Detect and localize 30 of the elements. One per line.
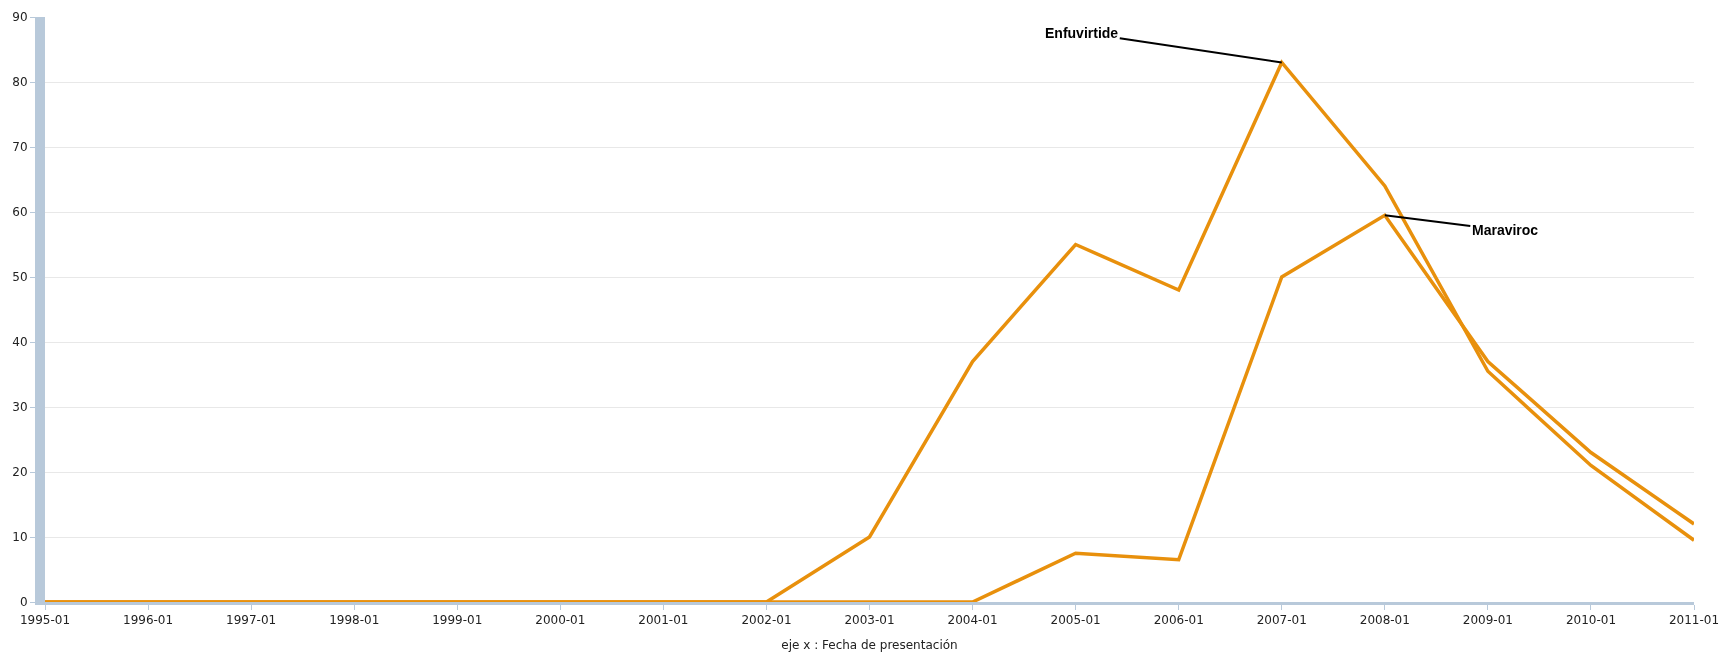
- y-tick-label: 90: [12, 10, 28, 25]
- y-tick-label: 80: [12, 75, 28, 90]
- x-tick-label: 2004-01: [947, 613, 998, 628]
- x-tick-label: 2005-01: [1050, 613, 1101, 628]
- y-tick-label: 40: [12, 335, 28, 350]
- annotation: Maraviroc: [1472, 222, 1539, 238]
- y-tick-label: 60: [12, 205, 28, 220]
- x-tick-label: 2010-01: [1565, 613, 1617, 628]
- y-tick-label: 10: [12, 530, 28, 545]
- x-tick-label: 1999-01: [432, 613, 483, 628]
- y-tick-label: 20: [12, 465, 28, 480]
- y-tick-label: 0: [19, 595, 28, 610]
- x-tick-label: 1998-01: [329, 613, 380, 628]
- y-tick-label: 50: [12, 270, 28, 285]
- x-axis-title: eje x : Fecha de presentación: [781, 638, 958, 653]
- x-tick-label: 2002-01: [741, 613, 792, 628]
- annotation: Enfuvirtide: [1045, 25, 1119, 41]
- x-tick-label: 1995-01: [19, 613, 71, 628]
- x-tick-label: 1997-01: [226, 613, 277, 628]
- x-tick-label: 1996-01: [122, 613, 174, 628]
- x-tick-label: 2006-01: [1153, 613, 1204, 628]
- x-tick-label: 2000-01: [535, 613, 586, 628]
- x-tick-label: 2003-01: [844, 613, 895, 628]
- y-tick-label: 30: [12, 400, 28, 415]
- x-tick-label: 2009-01: [1462, 613, 1513, 628]
- x-tick-label: 2001-01: [638, 613, 689, 628]
- y-tick-label: 70: [12, 140, 28, 155]
- x-tick-label: 2008-01: [1359, 613, 1410, 628]
- x-tick-label: 2007-01: [1256, 613, 1307, 628]
- x-tick-label: 2011-01: [1668, 613, 1720, 628]
